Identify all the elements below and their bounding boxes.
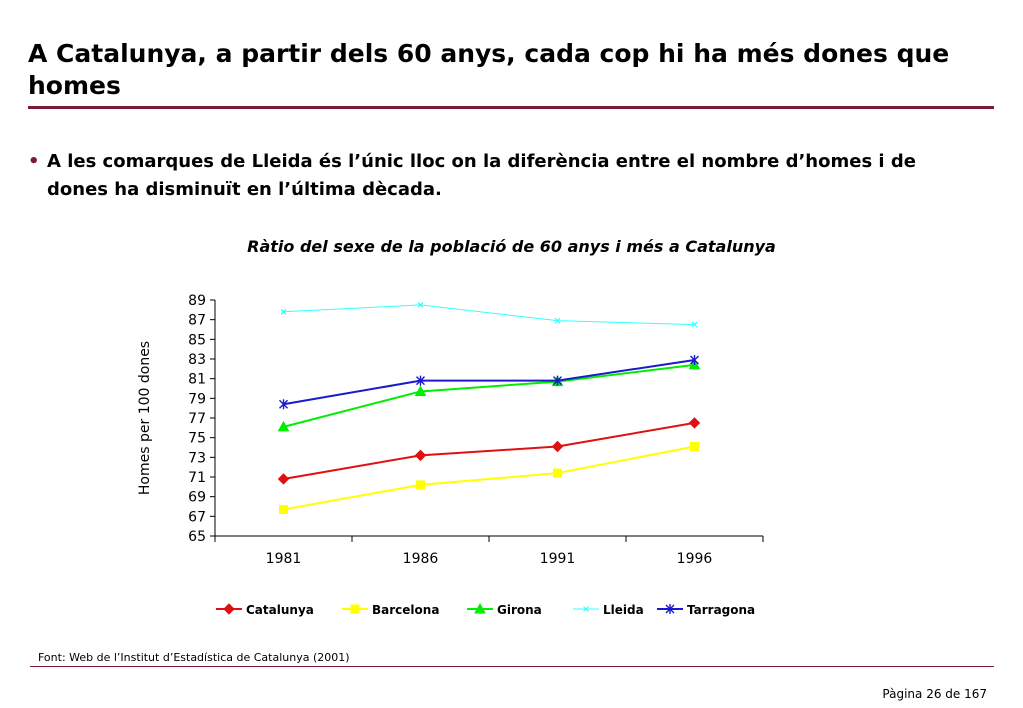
legend-item-girona: Girona <box>467 602 542 617</box>
y-tick-label: 77 <box>188 411 206 427</box>
y-tick-label: 85 <box>188 332 206 348</box>
data-point-catalunya <box>414 449 427 462</box>
y-tick-label: 67 <box>188 509 206 525</box>
legend-marker <box>223 603 235 615</box>
data-point-lleida <box>691 321 698 328</box>
legend-label: Barcelona <box>372 603 439 617</box>
data-point-lleida <box>554 317 561 324</box>
data-point-lleida <box>417 301 424 308</box>
data-point-lleida <box>280 308 287 315</box>
data-point-barcelona <box>416 480 425 490</box>
legend-item-lleida: Lleida <box>573 603 644 617</box>
legend-label: Tarragona <box>687 603 755 617</box>
legend-item-catalunya: Catalunya <box>216 603 314 617</box>
series-barcelona <box>279 442 699 514</box>
series-line-lleida <box>283 304 695 326</box>
series-tarragona <box>279 354 699 410</box>
y-tick-label: 71 <box>188 470 206 486</box>
y-tick-label: 75 <box>188 431 206 447</box>
legend-marker <box>474 602 486 614</box>
chart-title: Ràtio del sexe de la població de 60 anys… <box>247 237 776 256</box>
legend-item-barcelona: Barcelona <box>342 603 439 617</box>
data-point-catalunya <box>551 440 564 453</box>
data-point-barcelona <box>279 504 288 514</box>
y-tick-label: 73 <box>188 450 206 466</box>
slide-title: A Catalunya, a partir dels 60 anys, cada… <box>28 39 950 100</box>
legend-label: Girona <box>497 603 542 617</box>
title-divider <box>28 106 994 109</box>
y-tick-label: 81 <box>188 372 206 388</box>
series-line-barcelona <box>283 445 695 511</box>
x-tick-label: 1986 <box>403 551 439 567</box>
data-point-barcelona <box>553 468 562 478</box>
bullet-icon: • <box>28 151 40 172</box>
series-catalunya <box>277 417 701 485</box>
legend-marker <box>583 606 589 612</box>
y-tick-label: 89 <box>188 293 206 309</box>
legend-marker <box>350 604 360 614</box>
x-tick-label: 1981 <box>266 551 302 567</box>
y-tick-label: 69 <box>188 490 206 506</box>
x-tick-label: 1991 <box>540 551 576 567</box>
series-lleida <box>280 301 698 328</box>
y-tick-label: 65 <box>188 529 206 545</box>
data-point-girona <box>277 420 290 432</box>
series-line-catalunya <box>283 421 695 480</box>
series-line-tarragona <box>283 358 695 406</box>
page-number: Pàgina 26 de 167 <box>882 687 987 701</box>
source-note: Font: Web de l’Institut d’Estadística de… <box>38 651 350 664</box>
data-point-tarragona <box>690 354 699 365</box>
data-point-catalunya <box>277 473 290 485</box>
y-tick-label: 79 <box>188 391 206 407</box>
x-tick-label: 1996 <box>677 551 713 567</box>
y-axis-title: Homes per 100 dones <box>137 341 153 495</box>
footer-divider <box>30 666 994 667</box>
y-tick-label: 83 <box>188 352 206 368</box>
series-line-girona <box>283 363 695 428</box>
legend-label: Catalunya <box>246 603 314 617</box>
legend-item-tarragona: Tarragona <box>657 603 755 617</box>
data-point-tarragona <box>416 375 425 386</box>
series-girona <box>277 358 701 432</box>
data-point-catalunya <box>688 417 701 429</box>
data-point-barcelona <box>690 442 699 452</box>
data-point-tarragona <box>553 375 562 386</box>
data-point-girona <box>414 385 427 396</box>
data-point-tarragona <box>279 399 288 410</box>
y-tick-label: 87 <box>188 313 206 329</box>
bullet-text: A les comarques de Lleida és l’únic lloc… <box>47 151 916 200</box>
legend-marker <box>665 604 675 614</box>
legend-label: Lleida <box>603 603 644 617</box>
